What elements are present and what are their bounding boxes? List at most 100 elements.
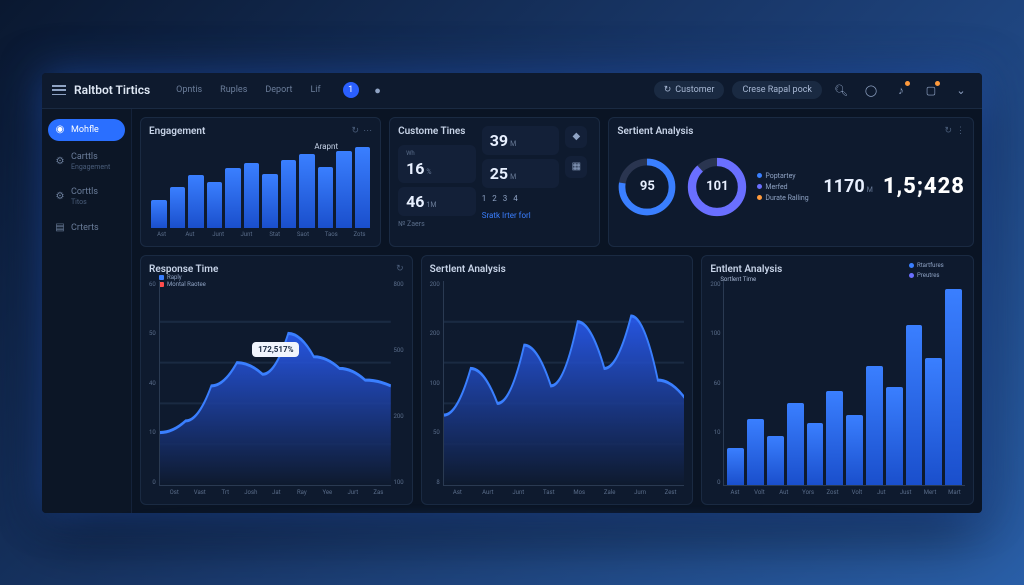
topbar: Raltbot Tirtics Opntis Ruples Deport Lif… <box>42 73 982 109</box>
user-icon[interactable]: ◯ <box>860 79 882 101</box>
more-icon[interactable]: ⋯ <box>363 126 372 136</box>
stat-footer: № Zaers <box>398 220 476 228</box>
bar <box>767 436 784 485</box>
sidebar-item-3[interactable]: ▤ Crterts <box>48 217 125 239</box>
notification-badge[interactable]: 1 <box>343 82 359 98</box>
response-xlabels: OstVastTrtJoshJatRayYeeJurtZas <box>149 489 404 496</box>
topbar-dot-icon[interactable]: ● <box>367 79 389 101</box>
topbar-tabs: Opntis Ruples Deport Lif <box>170 82 326 98</box>
sentiment-legend: PoptarteyMerfedDurate Ralling <box>757 172 813 202</box>
bar <box>170 187 186 227</box>
tab-2[interactable]: Ruples <box>214 82 253 98</box>
bar <box>787 403 804 485</box>
engagement-bars <box>149 141 372 228</box>
tab-1[interactable]: Opntis <box>170 82 208 98</box>
response-plot: 172,517% <box>159 281 391 486</box>
card-title: Engagement <box>149 126 205 137</box>
menu-icon[interactable] <box>52 85 66 95</box>
refresh-icon[interactable]: ↻ <box>396 264 404 274</box>
custom-times-card: Custome Tines Wh 16% 461M № Zaers 39M <box>389 117 600 247</box>
customer-pill[interactable]: ↻ Customer <box>654 81 725 99</box>
gear-icon: ⚙︎ <box>54 190 66 202</box>
gear-icon: ⚙︎ <box>54 155 66 167</box>
search-icon[interactable]: 🔍︎ <box>830 79 852 101</box>
stat-2: 461M <box>398 187 476 216</box>
bar <box>826 391 843 485</box>
bar <box>747 419 764 484</box>
square-icon-1[interactable]: ◆ <box>565 126 587 148</box>
sentiment-mid-plot <box>443 281 685 486</box>
big-number: 1,5;428 <box>883 174 965 199</box>
top-row: Engagement ↻ ⋯ Arapnt AstAutJuntJuntStat… <box>140 117 974 247</box>
tab-4[interactable]: Lif <box>304 82 326 98</box>
stat-4: 25M <box>482 159 560 188</box>
sentiment-right-card: Entlent Analysis Sortlent Time Rtartfure… <box>701 255 974 505</box>
note-icon[interactable]: ▢ <box>920 79 942 101</box>
bar <box>355 147 371 227</box>
sidebar-item-0[interactable]: ◉ Mohfle <box>48 119 125 141</box>
y-axis: 200200100508 <box>430 281 443 486</box>
bar <box>262 174 278 228</box>
bell-icon[interactable]: ♪ <box>890 79 912 101</box>
sidebar-item-label: Crterts <box>71 223 99 233</box>
bar <box>207 182 223 227</box>
engagement-xlabels: AstAutJuntJuntStatSaotTaosZots <box>149 231 372 238</box>
sidebar-item-2[interactable]: ⚙︎ Corttls Titos <box>48 182 125 211</box>
y-axis-right: 800500200100 <box>391 281 404 486</box>
custom-link[interactable]: Sratk Irter forl <box>482 211 560 220</box>
sidebar-item-sub: Engagement <box>71 163 110 171</box>
create-pill[interactable]: Crese Rapal pock <box>732 81 822 99</box>
sidebar-item-label: Mohfle <box>71 125 99 135</box>
create-pill-label: Crese Rapal pock <box>742 85 812 95</box>
doc-icon: ▤ <box>54 222 66 234</box>
card-title: Sertlent Analysis <box>430 264 506 275</box>
tooltip: 172,517% <box>252 342 299 357</box>
sentiment-top-card: Sertient Analysis ↻ ⋮ 95 <box>608 117 974 247</box>
main: Engagement ↻ ⋯ Arapnt AstAutJuntJuntStat… <box>132 109 982 513</box>
sidebar-item-label: Corttls <box>71 187 98 197</box>
y-axis: 20010060100 <box>710 281 723 486</box>
chevron-down-icon[interactable]: ⌄ <box>950 79 972 101</box>
bar <box>225 168 241 227</box>
bar <box>945 289 962 485</box>
card-actions: ↻ ⋯ <box>352 126 373 136</box>
bar <box>299 154 315 227</box>
bar <box>281 160 297 228</box>
bar <box>925 358 942 484</box>
sentiment-right-xlabels: AstVoltAutYorsZostVoltJutJustMertMart <box>710 489 965 496</box>
sidebar-item-label: Carttls <box>71 152 98 162</box>
customer-pill-label: Customer <box>675 85 714 95</box>
stat-3: 39M <box>482 126 560 155</box>
bar <box>318 167 334 228</box>
card-title: Custome Tines <box>398 126 476 137</box>
stat-1: Wh 16% <box>398 145 476 183</box>
user-icon: ◉ <box>54 124 66 136</box>
tab-3[interactable]: Deport <box>259 82 298 98</box>
bar <box>336 151 352 228</box>
square-icon-2[interactable]: ▦ <box>565 156 587 178</box>
refresh-icon[interactable]: ↻ <box>944 126 952 136</box>
gauge-1: 95 <box>617 157 677 217</box>
engagement-card: Engagement ↻ ⋯ Arapnt AstAutJuntJuntStat… <box>140 117 381 247</box>
sentiment-mid-card: Sertlent Analysis 200200100508 AstAurt <box>421 255 694 505</box>
sentiment-right-plot <box>723 281 965 486</box>
refresh-icon[interactable]: ↻ <box>352 126 360 136</box>
bar <box>807 423 824 484</box>
sidebar: ◉ Mohfle ⚙︎ Carttls Engagement ⚙︎ Corttl… <box>42 109 132 513</box>
bar <box>866 366 883 484</box>
bar <box>886 387 903 485</box>
accent-label: Arapnt <box>314 142 338 151</box>
y-axis-left: 605040100 <box>149 281 159 486</box>
bar <box>846 415 863 484</box>
sentiment-mid-xlabels: AstAurtJuntTastMosZaleJurnZest <box>430 489 685 496</box>
dashboard-screen: Raltbot Tirtics Opntis Ruples Deport Lif… <box>42 73 982 513</box>
card-title: Sertient Analysis <box>617 126 693 137</box>
more-icon[interactable]: ⋮ <box>956 126 965 136</box>
sentiment-right-legend: RtartfuresPreutres <box>909 262 965 279</box>
bar <box>244 163 260 227</box>
bar <box>188 175 204 227</box>
refresh-icon: ↻ <box>664 85 672 95</box>
bottom-row: Response Time ↻ Raply Montal Raotee 6050… <box>140 255 974 505</box>
bar <box>727 448 744 485</box>
sidebar-item-1[interactable]: ⚙︎ Carttls Engagement <box>48 147 125 176</box>
